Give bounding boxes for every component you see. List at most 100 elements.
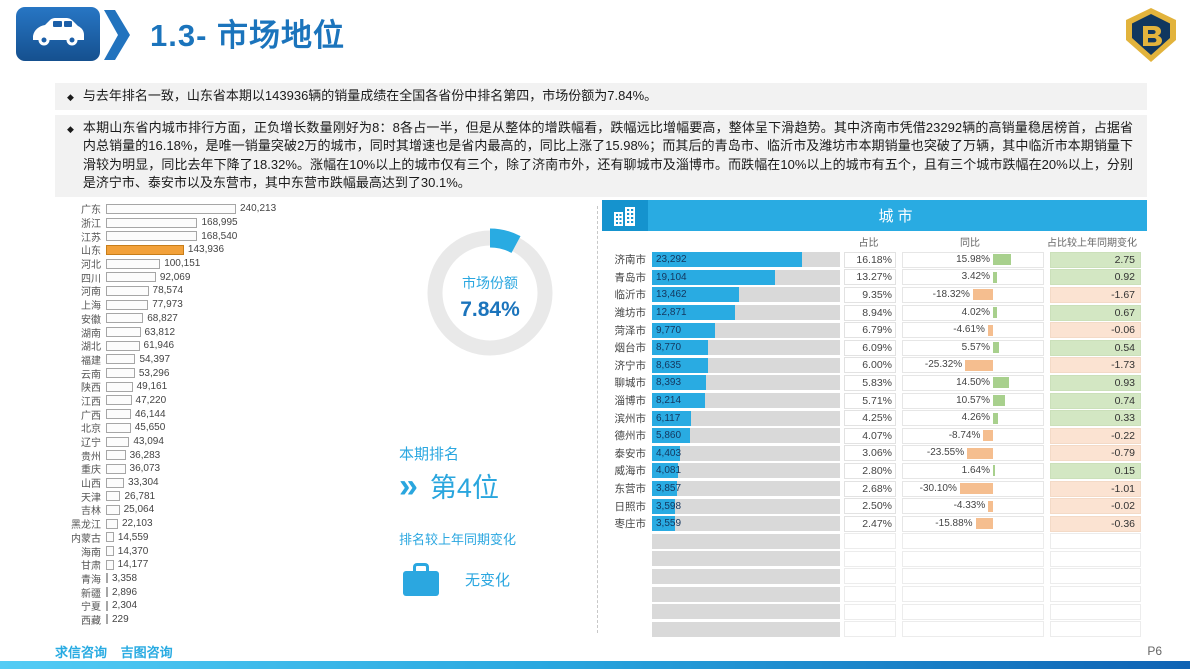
city-yoy-bar xyxy=(987,324,993,336)
city-yoy-cell: 4.26% xyxy=(902,410,1044,427)
province-bar xyxy=(106,518,118,529)
city-share: 2.68% xyxy=(844,480,896,497)
city-yoy-bar xyxy=(993,377,1009,389)
city-share: 2.80% xyxy=(844,462,896,479)
province-bar xyxy=(106,313,144,324)
city-name: 泰安市 xyxy=(614,447,647,460)
city-yoy-bar xyxy=(967,447,993,459)
city-sales-value: 12,871 xyxy=(656,307,687,319)
city-row-empty xyxy=(602,568,1147,586)
province-label: 安徽 xyxy=(81,314,101,326)
province-label: 江西 xyxy=(81,396,101,408)
city-name: 日照市 xyxy=(614,500,647,513)
province-row: 山东 143,936 xyxy=(55,243,405,257)
page-title: 1.3- 市场地位 xyxy=(150,18,346,53)
province-label: 四川 xyxy=(81,273,101,285)
province-row: 贵州 36,283 xyxy=(55,448,405,463)
city-share-change: 0.74 xyxy=(1050,392,1141,409)
city-yoy-cell: -23.55% xyxy=(902,445,1044,462)
city-sales-bar-cell: 5,860 xyxy=(652,428,840,444)
page-number: P6 xyxy=(1147,644,1162,658)
province-value: 25,064 xyxy=(123,504,155,516)
province-label: 辽宁 xyxy=(81,438,101,450)
province-label: 重庆 xyxy=(81,465,101,477)
city-sales-value: 19,104 xyxy=(656,271,687,283)
rank-change-label: 排名较上年同期变化 xyxy=(399,532,517,547)
chevron-right-icon xyxy=(104,8,130,67)
city-sales-value: 6,117 xyxy=(656,412,681,424)
city-share-change: -0.36 xyxy=(1050,515,1141,532)
province-bar xyxy=(106,504,120,515)
col-header-share: 占比 xyxy=(858,237,879,249)
province-bar xyxy=(106,463,126,474)
province-bar xyxy=(106,217,198,228)
summary-bullet-2: ◆ 本期山东省内城市排行方面，正负增长数量刚好为8：8各占一半，但是从整体的增跌… xyxy=(55,114,1147,197)
col-header-yoy: 同比 xyxy=(960,237,980,249)
city-yoy-value: -18.32% xyxy=(932,288,970,300)
city-share-change: 2.75 xyxy=(1050,251,1141,268)
city-yoy-cell: -4.33% xyxy=(902,498,1044,515)
city-sales-bar-cell: 3,598 xyxy=(652,498,840,514)
province-bar xyxy=(106,409,131,420)
briefcase-icon xyxy=(403,563,439,596)
city-table-title: 城市 xyxy=(648,200,1147,231)
province-row: 福建 54,397 xyxy=(55,353,405,367)
city-yoy-value: 3.42% xyxy=(961,271,990,283)
city-share-change: -1.01 xyxy=(1050,480,1141,497)
market-share-donut: 市场份额 7.84% xyxy=(418,221,562,365)
city-share-change: -1.73 xyxy=(1050,357,1141,374)
city-yoy-bar xyxy=(993,465,995,477)
province-label: 福建 xyxy=(81,355,101,367)
city-sales-value: 8,770 xyxy=(656,342,682,354)
province-row: 四川 92,069 xyxy=(55,270,405,285)
province-value: 54,397 xyxy=(139,353,171,365)
province-row: 重庆 36,073 xyxy=(55,462,405,476)
city-row: 德州市 5,860 4.07% -8.74% -0.22 xyxy=(602,427,1147,445)
city-sales-value: 8,214 xyxy=(656,395,682,407)
city-share: 5.71% xyxy=(844,392,896,409)
province-value: 33,304 xyxy=(128,477,159,489)
city-yoy-value: 5.57% xyxy=(961,341,990,353)
city-share: 9.35% xyxy=(844,286,896,303)
city-yoy-bar xyxy=(965,359,993,371)
province-row: 江苏 168,540 xyxy=(55,229,405,244)
city-sales-bar xyxy=(652,445,681,461)
province-label: 贵州 xyxy=(81,451,101,463)
province-value: 49,161 xyxy=(136,381,168,393)
province-label: 内蒙古 xyxy=(71,533,101,545)
col-header-change: 占比较上年同期变化 xyxy=(1047,237,1137,249)
city-row: 聊城市 8,393 5.83% 14.50% 0.93 xyxy=(602,374,1147,392)
province-label: 黑龙江 xyxy=(71,520,101,532)
city-yoy-cell: -8.74% xyxy=(902,427,1044,444)
province-bar xyxy=(106,491,121,502)
city-name: 枣庄市 xyxy=(614,518,647,531)
province-row: 西藏 229 xyxy=(55,613,405,627)
city-yoy-bar xyxy=(993,395,1005,407)
city-yoy-value: -4.33% xyxy=(953,500,986,512)
province-label: 宁夏 xyxy=(81,602,101,614)
city-yoy-bar xyxy=(993,271,997,283)
city-yoy-bar xyxy=(993,342,1000,354)
city-share: 3.06% xyxy=(844,445,896,462)
province-bar xyxy=(106,258,161,269)
rank-change-row: 无变化 xyxy=(403,563,510,596)
province-label: 山东 xyxy=(81,246,101,258)
province-row: 河北 100,151 xyxy=(55,257,405,271)
city-yoy-bar xyxy=(975,518,993,530)
city-row: 临沂市 13,462 9.35% -18.32% -1.67 xyxy=(602,286,1147,304)
city-yoy-cell: -4.61% xyxy=(902,322,1044,339)
province-label: 甘肃 xyxy=(81,561,101,573)
city-yoy-value: -15.88% xyxy=(935,517,973,529)
section-divider xyxy=(597,206,598,633)
province-value: 2,896 xyxy=(112,586,138,598)
city-share: 13.27% xyxy=(844,269,896,286)
province-label: 浙江 xyxy=(81,219,101,231)
city-sales-bar-cell: 3,559 xyxy=(652,516,840,532)
province-value: 53,296 xyxy=(138,367,170,379)
province-row: 青海 3,358 xyxy=(55,572,405,586)
city-yoy-value: -4.61% xyxy=(953,324,985,336)
province-value: 92,069 xyxy=(159,271,191,283)
city-name: 烟台市 xyxy=(614,342,647,355)
city-sales-bar-cell: 4,403 xyxy=(652,445,840,461)
province-label: 天津 xyxy=(81,492,101,504)
